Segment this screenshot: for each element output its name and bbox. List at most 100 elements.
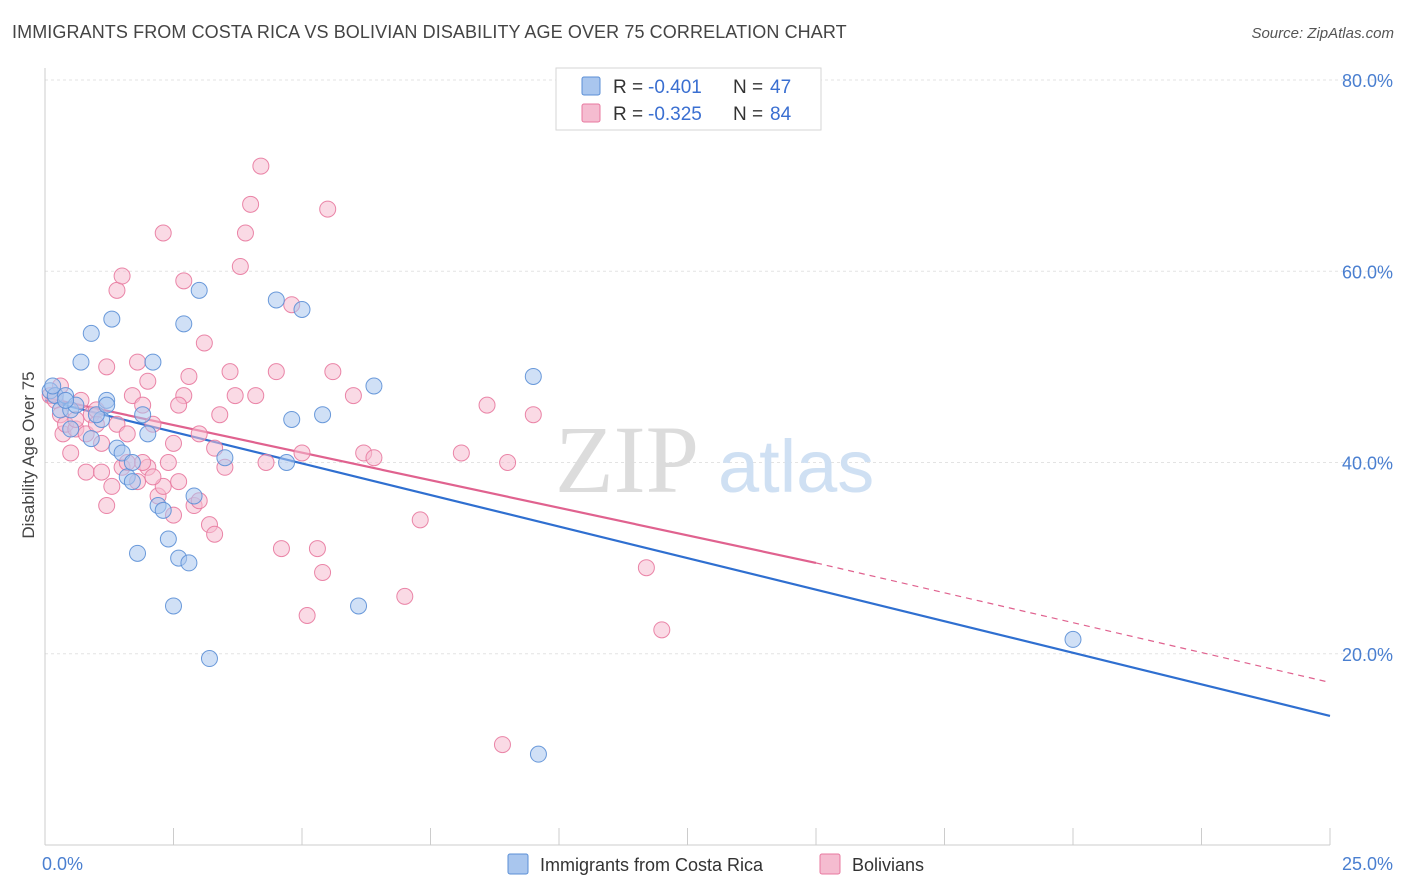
tick-labels: 20.0% 40.0% 60.0% 80.0% 0.0% 25.0% (42, 71, 1393, 874)
point-costa-rica (154, 501, 172, 519)
point-bolivian (267, 363, 285, 381)
point-costa-rica (103, 310, 121, 328)
point-costa-rica (365, 377, 383, 395)
point-bolivian (211, 406, 229, 424)
point-costa-rica (82, 430, 100, 448)
y-tick-label: 80.0% (1342, 71, 1393, 91)
trend-line-bolivian-extension (815, 562, 1331, 684)
x-tick-label: 0.0% (42, 854, 83, 874)
point-bolivian (144, 468, 162, 486)
point-bolivian (252, 157, 270, 175)
series-legend-swatch-blue (507, 853, 529, 875)
point-costa-rica (98, 396, 116, 414)
point-bolivian (159, 454, 177, 471)
point-bolivian (365, 449, 383, 467)
series-legend-label-blue: Immigrants from Costa Rica (540, 855, 764, 875)
point-bolivian (170, 473, 188, 491)
point-bolivian (344, 387, 362, 405)
point-bolivian (93, 463, 111, 481)
y-tick-label: 20.0% (1342, 645, 1393, 665)
point-bolivian (298, 607, 316, 624)
point-costa-rica (314, 406, 332, 424)
point-bolivian (653, 621, 671, 639)
y-tick-label: 60.0% (1342, 262, 1393, 282)
point-bolivian (113, 267, 131, 285)
point-bolivian (165, 434, 182, 452)
point-bolivian (293, 444, 311, 462)
point-costa-rica (180, 554, 198, 572)
point-costa-rica (283, 410, 301, 428)
point-bolivian (103, 477, 121, 495)
point-costa-rica (278, 454, 296, 471)
point-bolivian (139, 372, 157, 390)
point-bolivian (190, 425, 208, 443)
y-axis-title: Disability Age Over 75 (19, 371, 38, 538)
point-costa-rica (82, 324, 100, 342)
point-costa-rica (185, 487, 203, 505)
trend-line-bolivian (44, 396, 817, 564)
point-bolivian (98, 497, 116, 515)
watermark: ZIP atlas (555, 406, 874, 513)
point-bolivian (247, 387, 265, 405)
watermark-atlas: atlas (718, 425, 874, 508)
point-bolivian (231, 257, 249, 275)
point-bolivian (493, 736, 511, 754)
legend-r-value-1: -0.401 (648, 77, 702, 98)
point-costa-rica (62, 420, 80, 438)
chart-source: Source: ZipAtlas.com (1251, 25, 1394, 42)
watermark-zip: ZIP (555, 406, 699, 513)
point-costa-rica (159, 530, 177, 548)
point-bolivian (226, 387, 244, 405)
point-bolivian (637, 559, 655, 577)
point-bolivian (478, 396, 496, 414)
point-costa-rica (1064, 630, 1082, 648)
legend-n-value-1: 47 (770, 77, 791, 98)
point-bolivian (175, 272, 193, 290)
trend-lines (44, 396, 1331, 717)
legend-swatch-blue (581, 76, 601, 96)
data-points (41, 157, 1082, 763)
trend-line-costa-rica (44, 399, 1331, 717)
point-bolivian (242, 195, 260, 213)
point-bolivian (314, 563, 332, 581)
point-costa-rica (190, 281, 208, 299)
point-costa-rica (57, 391, 75, 409)
point-bolivian (236, 224, 254, 242)
legend-r-label-2: R = (613, 104, 643, 125)
point-bolivian (98, 358, 116, 376)
point-bolivian (411, 511, 429, 529)
point-costa-rica (129, 544, 147, 562)
point-costa-rica (123, 454, 141, 471)
axes (44, 68, 1331, 846)
gridlines (45, 79, 1392, 655)
legend-r-label-1: R = (613, 77, 643, 98)
point-costa-rica (44, 377, 62, 395)
point-bolivian (108, 281, 126, 299)
point-bolivian (396, 587, 414, 605)
point-bolivian (118, 425, 136, 443)
point-costa-rica (529, 745, 547, 763)
y-tick-label: 40.0% (1342, 454, 1393, 474)
point-bolivian (170, 396, 188, 414)
point-costa-rica (524, 367, 542, 385)
point-costa-rica (216, 449, 234, 467)
chart-title: IMMIGRANTS FROM COSTA RICA VS BOLIVIAN D… (12, 22, 847, 42)
point-costa-rica (144, 353, 162, 371)
point-costa-rica (267, 291, 285, 309)
point-costa-rica (175, 315, 193, 333)
legend-n-label-1: N = (733, 77, 763, 98)
point-costa-rica (200, 650, 218, 668)
x-tick-label: 25.0% (1342, 854, 1393, 874)
point-bolivian (324, 363, 342, 381)
point-bolivian (524, 406, 542, 424)
point-bolivian (195, 334, 213, 352)
point-bolivian (180, 367, 198, 385)
point-costa-rica (139, 425, 157, 443)
point-costa-rica (165, 597, 182, 615)
legend-n-value-2: 84 (770, 104, 792, 125)
point-bolivian (452, 444, 470, 462)
point-bolivian (77, 463, 95, 481)
point-bolivian (129, 353, 147, 371)
point-bolivian (62, 444, 80, 462)
